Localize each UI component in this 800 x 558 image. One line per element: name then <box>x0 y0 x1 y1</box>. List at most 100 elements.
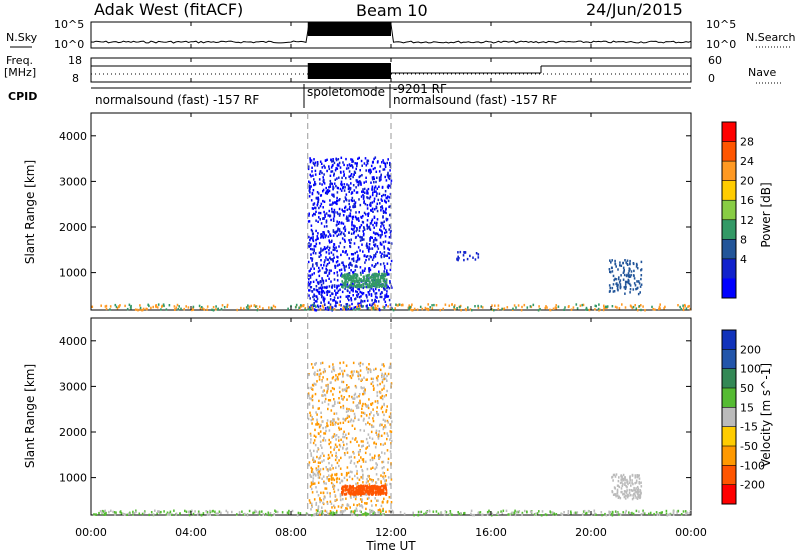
data-cell <box>143 511 146 514</box>
data-cell <box>346 215 348 218</box>
colorbar-swatch <box>722 161 736 182</box>
data-cell <box>365 502 368 505</box>
data-cell <box>444 510 447 513</box>
data-cell <box>420 510 423 514</box>
data-cell <box>463 258 465 262</box>
data-cell <box>342 404 345 408</box>
data-cell <box>608 290 611 293</box>
data-cell <box>380 407 383 410</box>
data-cell <box>686 511 688 514</box>
data-cell <box>570 512 572 515</box>
data-cell <box>385 281 388 285</box>
data-cell <box>390 478 393 481</box>
data-cell <box>373 442 375 445</box>
data-cell <box>333 420 335 423</box>
data-cell <box>338 464 340 468</box>
data-cell <box>354 162 356 165</box>
data-cell <box>357 418 360 421</box>
colorbar-tick-label: 4 <box>740 253 747 266</box>
data-cell <box>318 292 321 295</box>
data-cell <box>316 423 319 426</box>
data-cell <box>348 190 350 193</box>
data-cell <box>343 210 346 213</box>
data-cell <box>320 362 322 365</box>
data-cell <box>380 481 382 484</box>
data-cell <box>382 262 385 265</box>
data-cell <box>353 511 356 515</box>
data-cell <box>273 513 276 516</box>
colorbar-tick-label: 12 <box>740 214 754 227</box>
data-cell <box>381 394 384 398</box>
data-cell <box>679 305 681 309</box>
data-cell <box>327 468 330 471</box>
data-cell <box>629 268 631 271</box>
data-cell <box>243 307 245 310</box>
data-cell <box>369 512 371 515</box>
data-cell <box>322 394 324 397</box>
data-cell <box>560 512 563 516</box>
data-cell <box>371 284 374 287</box>
data-cell <box>636 475 638 479</box>
data-cell <box>680 513 683 516</box>
data-cell <box>175 512 178 515</box>
data-cell <box>352 409 354 413</box>
data-cell <box>390 242 393 245</box>
data-cell <box>338 284 340 287</box>
data-cell <box>638 510 640 513</box>
data-cell <box>677 509 680 513</box>
data-cell <box>115 511 117 514</box>
data-cell <box>255 305 258 308</box>
data-cell <box>380 209 382 212</box>
data-cell <box>348 163 351 166</box>
data-cell <box>358 283 361 286</box>
data-cell <box>319 280 322 283</box>
data-cell <box>539 307 541 311</box>
data-cell <box>375 292 378 295</box>
data-cell <box>264 512 267 516</box>
data-cell <box>357 450 360 454</box>
data-cell <box>338 426 340 429</box>
data-cell <box>328 272 331 275</box>
data-cell <box>458 512 460 516</box>
data-cell <box>339 198 341 201</box>
data-cell <box>383 403 385 407</box>
data-cell <box>358 444 360 447</box>
data-cell <box>444 303 447 306</box>
data-cell <box>310 175 312 178</box>
data-cell <box>343 452 346 455</box>
data-cell <box>583 509 586 513</box>
data-cell <box>371 207 374 210</box>
data-cell <box>497 512 500 516</box>
data-cell <box>310 243 312 246</box>
data-cell <box>366 189 368 192</box>
data-cell <box>475 252 478 255</box>
data-cell <box>635 491 637 494</box>
data-cell <box>309 247 312 251</box>
data-cell <box>336 480 338 484</box>
data-cell <box>329 258 332 261</box>
data-cell <box>348 295 351 298</box>
data-cell <box>358 175 361 179</box>
data-cell <box>623 286 626 289</box>
data-cell <box>538 510 540 513</box>
data-cell <box>351 158 354 161</box>
data-cell <box>348 186 351 190</box>
data-cell <box>313 439 316 442</box>
y-tick-label: 1000 <box>59 267 87 280</box>
data-cell <box>119 510 122 513</box>
data-cell <box>211 308 213 311</box>
data-cell <box>361 404 364 408</box>
data-cell <box>381 490 383 493</box>
data-cell <box>330 451 332 454</box>
data-cell <box>389 184 391 188</box>
data-cell <box>470 309 473 312</box>
data-cell <box>367 214 369 217</box>
data-cell <box>338 164 340 167</box>
data-cell <box>350 269 352 272</box>
data-cell <box>364 202 367 206</box>
data-cell <box>640 283 643 286</box>
data-cell <box>356 259 359 262</box>
data-cell <box>352 419 355 423</box>
data-cell <box>502 307 504 311</box>
data-cell <box>374 156 377 159</box>
